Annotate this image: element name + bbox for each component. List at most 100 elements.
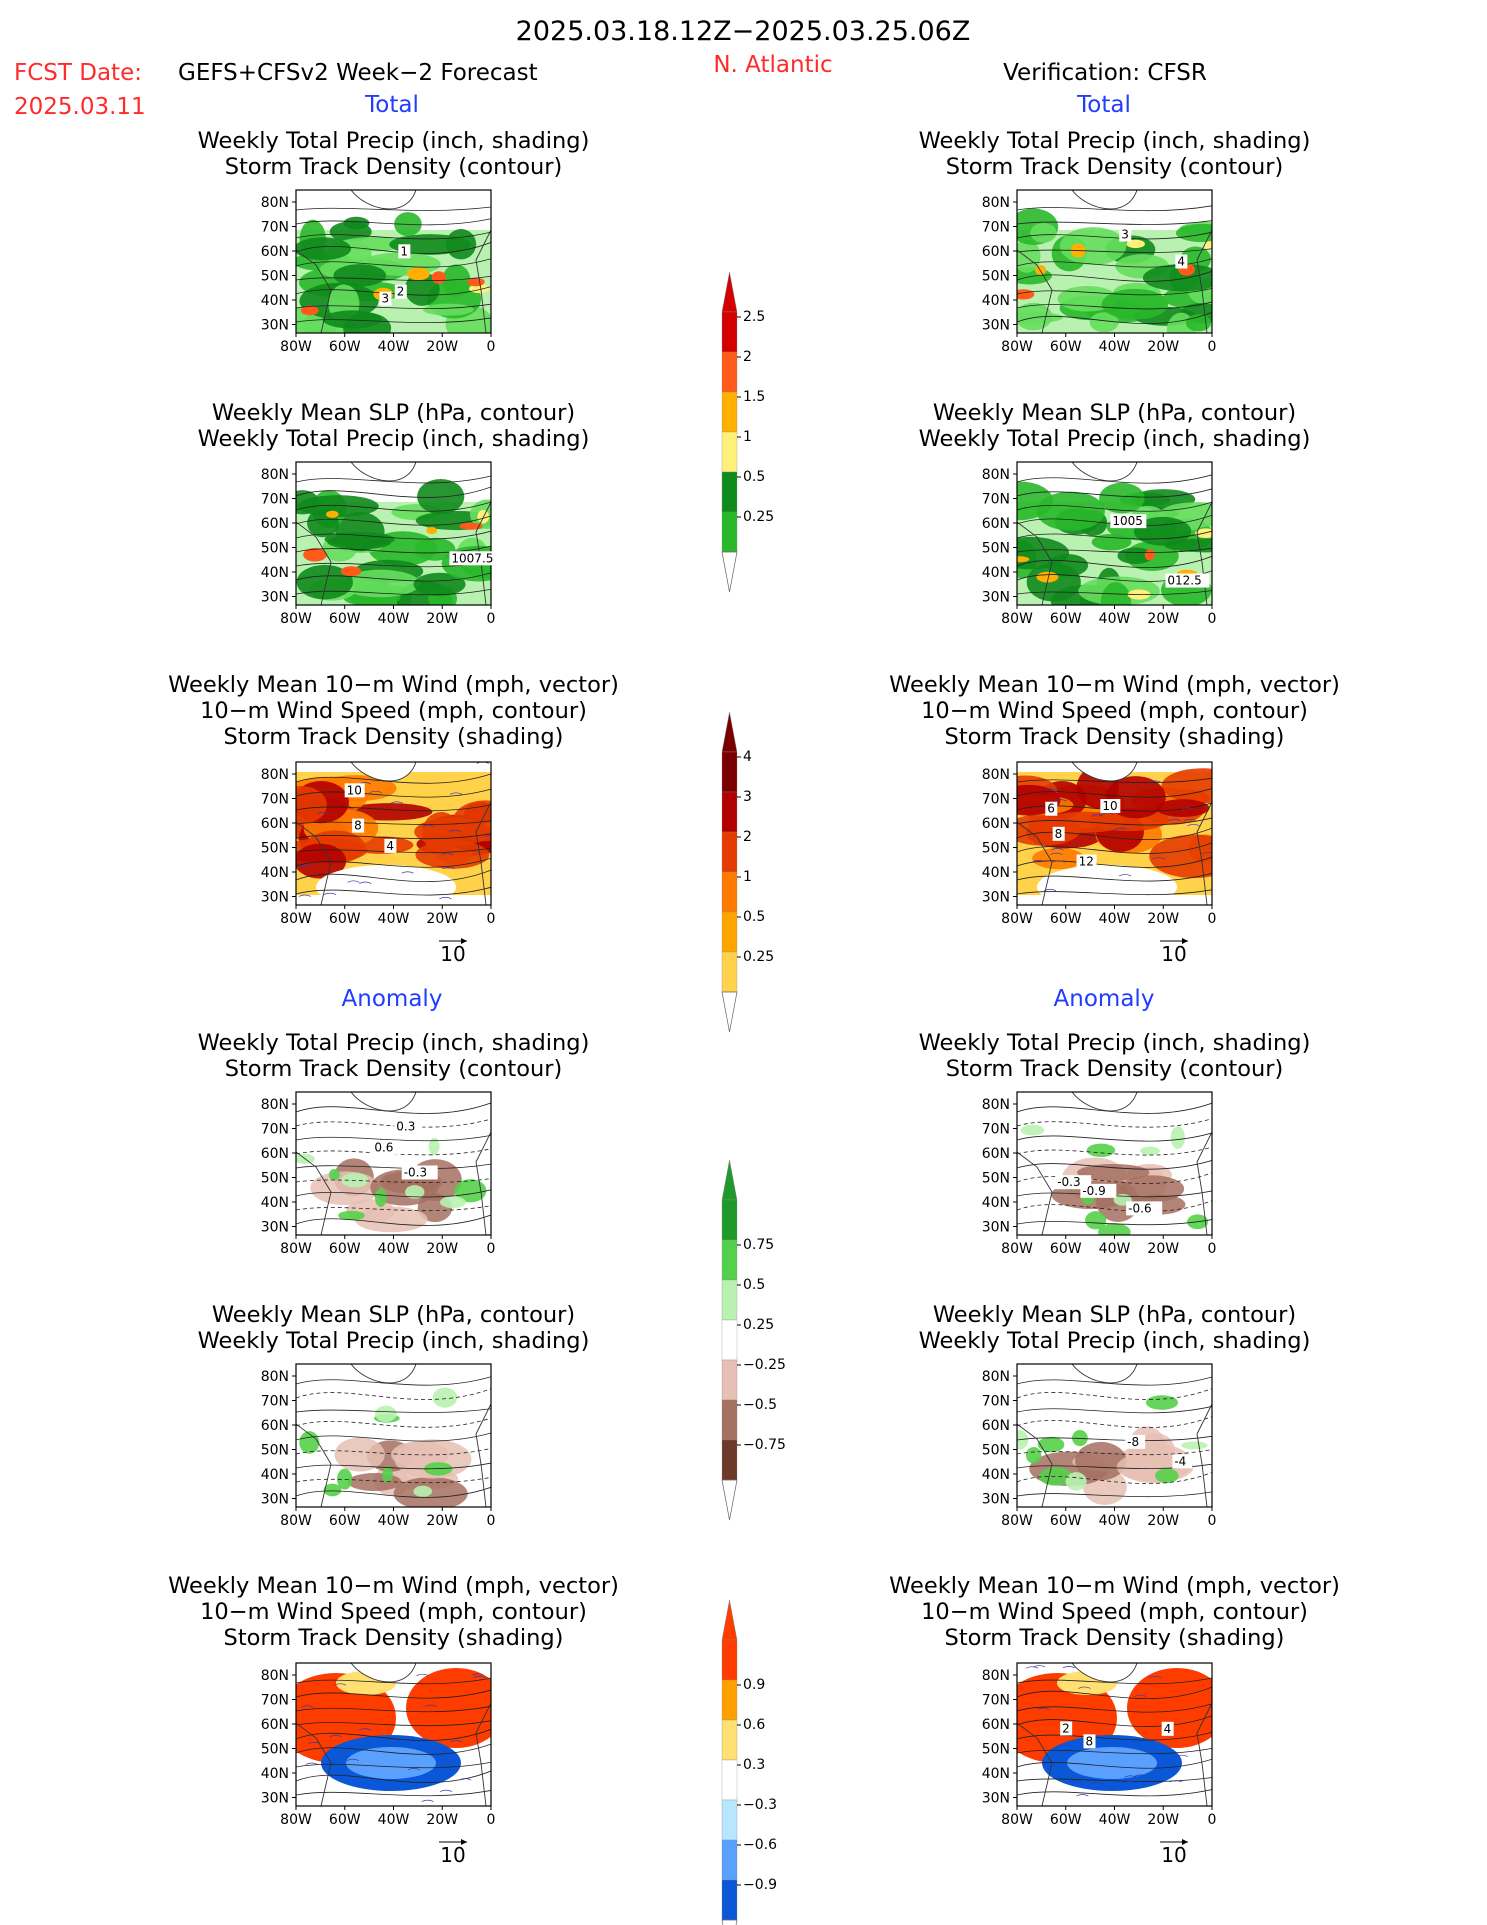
colorbar-bottom-arrow	[721, 1919, 738, 1925]
contour-label: 012.5	[1167, 574, 1201, 588]
contour-label: -0.9	[1082, 1184, 1105, 1198]
contour-line	[296, 1486, 491, 1498]
colorbar-segment	[721, 831, 738, 873]
lat-tick-label: 50N	[982, 541, 1010, 557]
contour-line	[296, 258, 491, 268]
lat-tick-label: 80N	[261, 1097, 289, 1113]
wind-vector	[1069, 1779, 1082, 1783]
contour-line	[1017, 777, 1212, 783]
contour-label-bg	[1052, 826, 1065, 841]
contour-line	[1017, 1731, 1212, 1741]
lat-tick-label: 70N	[261, 1394, 289, 1410]
contour-label: 2	[1062, 1721, 1070, 1735]
lat-tick-label: 60N	[261, 244, 289, 260]
panom-wet	[328, 1169, 340, 1181]
wind-vector	[1052, 860, 1065, 863]
contour-line	[296, 206, 491, 211]
colorbar-label: 0.5	[743, 1277, 765, 1293]
contour-label: 4	[1164, 1722, 1172, 1736]
contour-label-bg	[1165, 573, 1210, 588]
contour-label: 8	[354, 819, 362, 833]
panom-wet	[454, 1179, 487, 1203]
colorbar-label: −0.3	[743, 1797, 777, 1813]
precip-peak	[326, 510, 339, 518]
lat-tick-label: 50N	[261, 1742, 289, 1758]
contour-label: 6	[1047, 802, 1055, 816]
na-coastline	[1017, 521, 1053, 605]
contour-line	[296, 1720, 491, 1727]
lat-tick-label: 80N	[261, 1668, 289, 1684]
contour-line	[296, 1743, 491, 1755]
colorbar-label: −0.6	[743, 1837, 777, 1853]
lon-tick-label: 40W	[1099, 911, 1131, 927]
precip-peak	[303, 547, 327, 562]
lon-tick-label: 60W	[329, 1241, 361, 1257]
contour-line	[1017, 1416, 1212, 1428]
contour-line	[296, 857, 491, 868]
contour-line	[296, 545, 491, 554]
lat-tick-label: 80N	[982, 1097, 1010, 1113]
precip-blob	[413, 572, 466, 596]
contour-line	[1017, 1406, 1212, 1414]
shading-layer	[1017, 462, 1212, 605]
map-panel: Weekly Total Precip (inch, shading)Storm…	[198, 128, 590, 355]
lat-tick-label: 50N	[982, 1742, 1010, 1758]
contour-label-bg	[1080, 1183, 1117, 1198]
lon-tick-label: 80W	[1001, 1241, 1033, 1257]
map-panel: Weekly Mean 10−m Wind (mph, vector)10−m …	[889, 672, 1340, 966]
lon-tick-label: 40W	[1099, 1812, 1131, 1828]
lon-tick-label: 0	[487, 1812, 496, 1828]
lon-tick-label: 60W	[329, 911, 361, 927]
colorbar-segment	[721, 1439, 738, 1481]
wind-vector	[416, 1673, 429, 1676]
map-panel: Weekly Total Precip (inch, shading)Storm…	[198, 1030, 590, 1257]
contour-label-bg	[379, 291, 392, 306]
panel-title: Storm Track Density (shading)	[945, 724, 1285, 750]
colorbar-label: −0.5	[743, 1397, 777, 1413]
lat-tick-label: 80N	[982, 195, 1010, 211]
lon-tick-label: 0	[487, 611, 496, 627]
wind-vector	[401, 871, 414, 874]
precip-peak	[407, 267, 430, 281]
contour-label: -0.6	[1128, 1201, 1151, 1215]
lon-tick-label: 20W	[426, 911, 458, 927]
contour-label: 4	[1177, 255, 1185, 269]
panom-wet	[375, 1405, 397, 1422]
greenland-outline	[1071, 1364, 1138, 1384]
colorbar-segment	[721, 471, 738, 513]
contour-label-bg	[394, 1119, 423, 1134]
precip-blob	[422, 303, 474, 316]
precip-blob	[322, 310, 382, 329]
lat-tick-label: 80N	[982, 1369, 1010, 1385]
eu-coastline	[475, 229, 491, 333]
lat-tick-label: 40N	[261, 1467, 289, 1483]
contour-label-bg	[1083, 1734, 1096, 1749]
contour-label: 3	[381, 292, 389, 306]
colorbar-top-arrow	[721, 1159, 738, 1201]
colorbar-segment	[721, 1759, 738, 1801]
colorbar-label: 0.3	[743, 1757, 765, 1773]
contour-line	[1017, 205, 1212, 212]
lon-tick-label: 80W	[280, 911, 312, 927]
wind-vector	[449, 792, 463, 795]
contour-label-bg	[384, 838, 397, 853]
colorbar-storm-anom: −0.9 −0.6 −0.3 0.3 0.6 0.9	[721, 1599, 777, 1925]
greenland-outline	[350, 1364, 417, 1384]
lat-tick-label: 50N	[982, 1443, 1010, 1459]
wind-vector	[390, 801, 403, 804]
greenland-outline	[350, 1663, 417, 1683]
panom-wet	[1025, 1447, 1042, 1464]
precip-blob	[333, 264, 387, 287]
wanom-neg-light	[1067, 1747, 1157, 1779]
wind-vector	[359, 881, 372, 884]
greenland-outline	[350, 762, 417, 782]
region-label: N. Atlantic	[713, 52, 832, 78]
lat-tick-label: 30N	[261, 1492, 289, 1508]
panom-wet	[1098, 1223, 1131, 1235]
fcst-date-label: FCST Date:	[14, 60, 142, 86]
colorbar-segment	[721, 1839, 738, 1881]
contour-line	[296, 303, 491, 309]
precip-peak	[1126, 239, 1145, 249]
panom-wet	[432, 1387, 458, 1408]
